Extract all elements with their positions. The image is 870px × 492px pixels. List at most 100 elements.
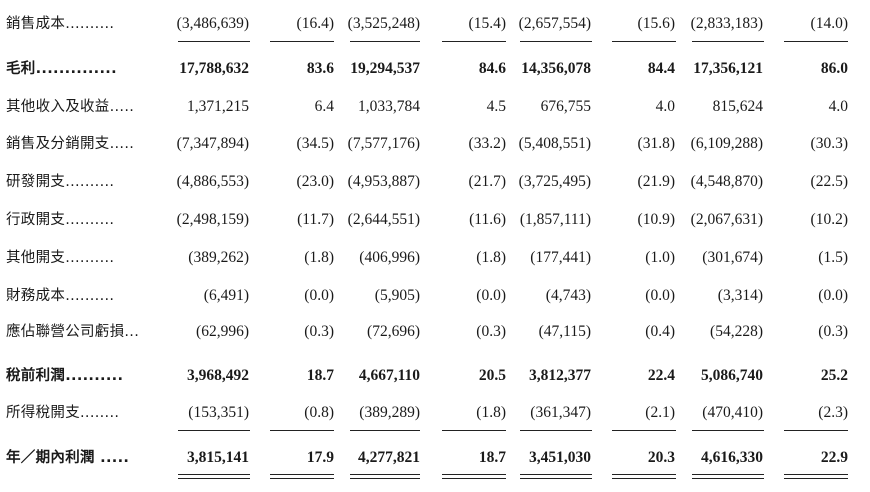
row-label: 年／期內利潤 ..... bbox=[6, 450, 130, 466]
amount-cell: (2,498,159) bbox=[176, 211, 249, 228]
percent-cell: 20.3 bbox=[647, 449, 675, 466]
subtotal-underline bbox=[270, 41, 334, 42]
total-double-underline bbox=[178, 474, 250, 479]
percent-cell: 4.5 bbox=[486, 98, 506, 115]
percent-cell: (0.0) bbox=[476, 287, 506, 304]
table-row: 稅前利潤.......... 3,968,492 18.7 4,667,110 20.5… bbox=[0, 364, 870, 388]
row-label: 稅前利潤.......... bbox=[6, 368, 124, 384]
percent-cell: (34.5) bbox=[296, 135, 334, 152]
percent-cell: 84.6 bbox=[478, 60, 506, 77]
percent-cell: (15.4) bbox=[468, 15, 506, 32]
amount-cell: (2,657,554) bbox=[518, 15, 591, 32]
percent-cell: (2.1) bbox=[645, 404, 675, 421]
percent-cell: (31.8) bbox=[637, 135, 675, 152]
percent-cell: (23.0) bbox=[296, 173, 334, 190]
subtotal-underline bbox=[350, 430, 420, 431]
percent-cell: (30.3) bbox=[810, 135, 848, 152]
table-row: 年／期內利潤 ..... 3,815,141 17.9 4,277,821 18.7 3,… bbox=[0, 446, 870, 470]
percent-cell: (1.0) bbox=[645, 249, 675, 266]
amount-cell: (4,743) bbox=[545, 287, 591, 304]
amount-cell: 14,356,078 bbox=[521, 60, 591, 77]
amount-cell: 676,755 bbox=[540, 98, 591, 115]
amount-cell: (47,115) bbox=[538, 323, 591, 340]
amount-cell: 1,033,784 bbox=[358, 98, 420, 115]
table-row: 財務成本.......... (6,491) (0.0) (5,905) (0.0) (4… bbox=[0, 284, 870, 308]
percent-cell: 6.4 bbox=[314, 98, 334, 115]
total-double-underline bbox=[784, 474, 848, 479]
percent-cell: 20.5 bbox=[478, 367, 506, 384]
percent-cell: (2.3) bbox=[818, 404, 848, 421]
amount-cell: (1,857,111) bbox=[519, 211, 591, 228]
percent-cell: (1.8) bbox=[304, 249, 334, 266]
subtotal-underline bbox=[520, 41, 592, 42]
subtotal-underline bbox=[270, 430, 334, 431]
percent-cell: (14.0) bbox=[810, 15, 848, 32]
percent-cell: (0.4) bbox=[645, 323, 675, 340]
subtotal-underline bbox=[692, 430, 764, 431]
percent-cell: (10.2) bbox=[810, 211, 848, 228]
amount-cell: 4,667,110 bbox=[358, 367, 420, 384]
amount-cell: 3,815,141 bbox=[187, 449, 249, 466]
percent-cell: 83.6 bbox=[306, 60, 334, 77]
amount-cell: (2,067,631) bbox=[690, 211, 763, 228]
subtotal-underline bbox=[178, 430, 250, 431]
percent-cell: 25.2 bbox=[820, 367, 848, 384]
amount-cell: 815,624 bbox=[712, 98, 763, 115]
subtotal-underline bbox=[612, 430, 676, 431]
table-row: 其他開支.......... (389,262) (1.8) (406,996) (1.… bbox=[0, 246, 870, 270]
amount-cell: 3,812,377 bbox=[529, 367, 591, 384]
table-row: 毛利.............. 17,788,632 83.6 19,294,537… bbox=[0, 57, 870, 81]
table-row: 其他收入及收益..... 1,371,215 6.4 1,033,784 4.5 676,… bbox=[0, 95, 870, 119]
percent-cell: 4.0 bbox=[828, 98, 848, 115]
row-label: 行政開支.......... bbox=[6, 212, 115, 228]
amount-cell: (72,696) bbox=[367, 323, 420, 340]
percent-cell: (0.0) bbox=[645, 287, 675, 304]
percent-cell: (22.5) bbox=[810, 173, 848, 190]
amount-cell: (470,410) bbox=[702, 404, 763, 421]
percent-cell: 86.0 bbox=[820, 60, 848, 77]
amount-cell: 5,086,740 bbox=[701, 367, 763, 384]
amount-cell: (153,351) bbox=[188, 404, 249, 421]
percent-cell: (0.0) bbox=[304, 287, 334, 304]
amount-cell: (3,525,248) bbox=[347, 15, 420, 32]
percent-cell: 4.0 bbox=[655, 98, 675, 115]
percent-cell: (0.3) bbox=[304, 323, 334, 340]
percent-cell: 17.9 bbox=[306, 449, 334, 466]
amount-cell: (4,548,870) bbox=[690, 173, 763, 190]
amount-cell: (2,833,183) bbox=[690, 15, 763, 32]
row-label: 財務成本.......... bbox=[6, 288, 115, 304]
percent-cell: (1.5) bbox=[818, 249, 848, 266]
total-double-underline bbox=[692, 474, 764, 479]
percent-cell: (0.3) bbox=[818, 323, 848, 340]
amount-cell: (7,577,176) bbox=[347, 135, 420, 152]
amount-cell: (177,441) bbox=[530, 249, 591, 266]
amount-cell: (6,491) bbox=[203, 287, 249, 304]
row-label: 其他收入及收益..... bbox=[6, 99, 135, 115]
amount-cell: 3,451,030 bbox=[529, 449, 591, 466]
total-double-underline bbox=[270, 474, 334, 479]
amount-cell: (2,644,551) bbox=[347, 211, 420, 228]
amount-cell: (3,314) bbox=[717, 287, 763, 304]
percent-cell: 22.4 bbox=[647, 367, 675, 384]
subtotal-underline bbox=[784, 41, 848, 42]
percent-cell: (1.8) bbox=[476, 404, 506, 421]
subtotal-underline bbox=[784, 430, 848, 431]
amount-cell: (389,262) bbox=[188, 249, 249, 266]
table-row: 銷售及分銷開支..... (7,347,894) (34.5) (7,577,176)… bbox=[0, 132, 870, 156]
subtotal-underline bbox=[442, 430, 506, 431]
row-label: 毛利.............. bbox=[6, 61, 117, 77]
percent-cell: 22.9 bbox=[820, 449, 848, 466]
amount-cell: (3,486,639) bbox=[176, 15, 249, 32]
total-double-underline bbox=[520, 474, 592, 479]
amount-cell: (5,905) bbox=[374, 287, 420, 304]
row-label: 所得稅開支........ bbox=[6, 405, 120, 421]
amount-cell: (301,674) bbox=[702, 249, 763, 266]
amount-cell: (6,109,288) bbox=[690, 135, 763, 152]
row-label: 銷售及分銷開支..... bbox=[6, 136, 135, 152]
row-label: 研發開支.......... bbox=[6, 174, 115, 190]
amount-cell: 4,277,821 bbox=[358, 449, 420, 466]
percent-cell: 18.7 bbox=[478, 449, 506, 466]
subtotal-underline bbox=[442, 41, 506, 42]
row-label: 其他開支.......... bbox=[6, 250, 115, 266]
